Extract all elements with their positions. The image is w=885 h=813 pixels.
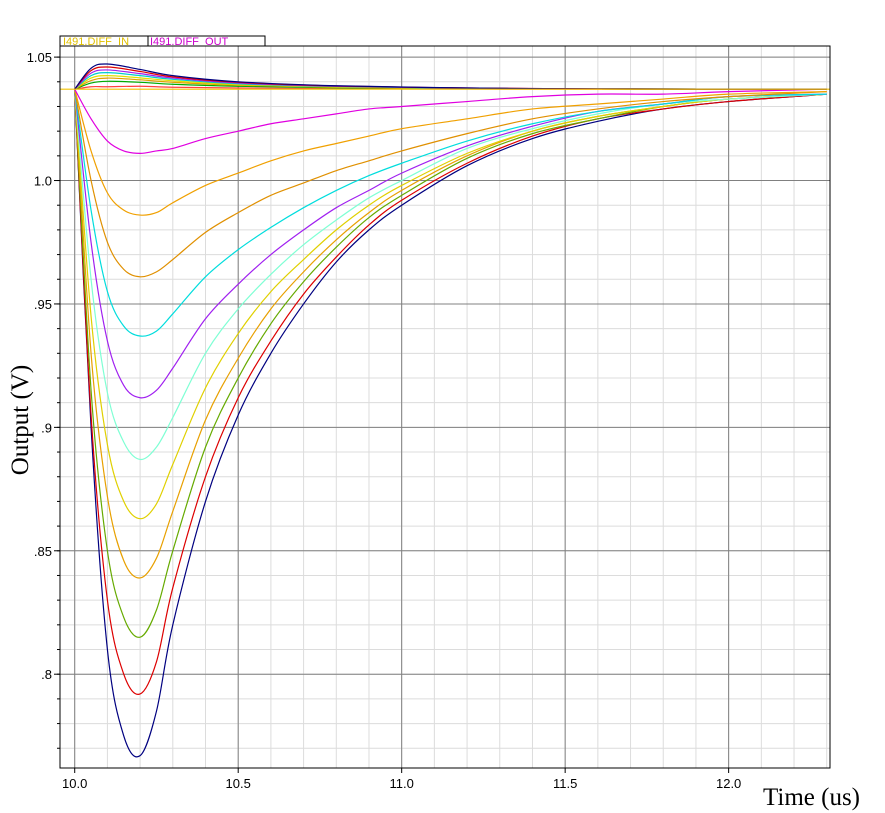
y-tick-label: .95 — [34, 297, 52, 312]
series-line — [74, 88, 827, 154]
x-tick-label: 10.5 — [226, 776, 251, 791]
y-tick-label: 1.05 — [27, 50, 52, 65]
x-tick-label: 12.0 — [716, 776, 741, 791]
y-tick-label: .85 — [34, 544, 52, 559]
series-line — [74, 89, 827, 278]
series-group — [60, 63, 830, 758]
series-line — [74, 89, 827, 758]
y-tick-label: .9 — [41, 420, 52, 435]
legend-item: I491.DIFF_OUT — [150, 36, 229, 48]
x-tick-label: 10.0 — [62, 776, 87, 791]
series-line — [74, 89, 827, 216]
legend: I491.DIFF_IN I491.DIFF_OUT — [59, 35, 266, 48]
series-line — [74, 89, 827, 461]
grid — [60, 46, 830, 768]
series-line — [74, 89, 827, 337]
y-tick-label: 1.0 — [34, 174, 52, 189]
x-tick-label: 11.5 — [553, 776, 577, 791]
legend-item: I491.DIFF_IN — [63, 36, 129, 48]
x-axis-title: Time (us) — [763, 784, 860, 811]
x-tick-label: 11.0 — [390, 776, 414, 791]
y-tick-label: .8 — [41, 667, 52, 682]
y-axis-title: Output (V) — [7, 365, 34, 475]
series-line — [74, 89, 827, 638]
plot-frame — [59, 45, 831, 769]
series-line — [74, 89, 827, 520]
legend-box — [59, 35, 266, 46]
tick-labels: 10.0 10.5 11.0 11.5 12.0 1.05 1.0 .95 .9 .85 .8 — [27, 50, 742, 791]
